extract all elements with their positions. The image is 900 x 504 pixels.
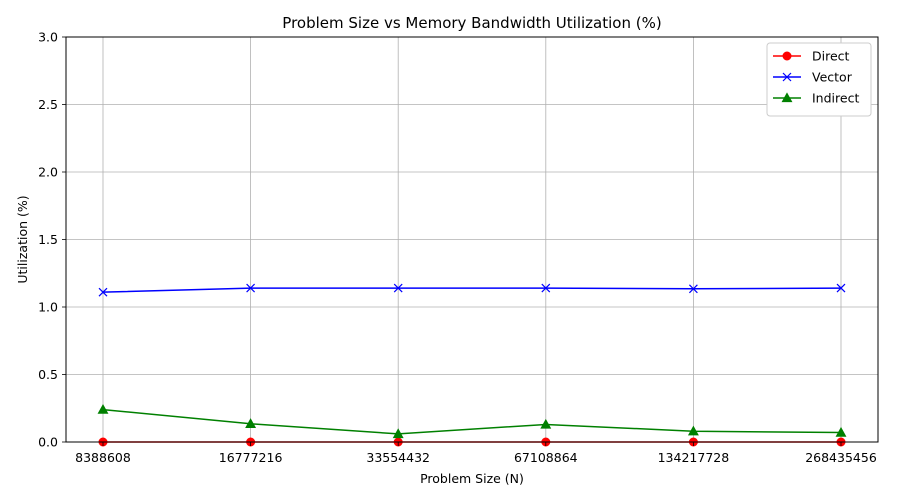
- chart-title: Problem Size vs Memory Bandwidth Utiliza…: [282, 14, 661, 32]
- data-point-indirect: [540, 418, 552, 429]
- data-point-vector: [98, 287, 108, 297]
- series-indirect: [97, 403, 847, 439]
- y-tick-label: 0.0: [38, 435, 58, 450]
- legend-label: Direct: [812, 49, 850, 64]
- data-point-indirect: [687, 425, 699, 436]
- y-tick-label: 0.5: [38, 367, 58, 382]
- legend-item-indirect: Indirect: [773, 91, 859, 106]
- y-tick-label: 1.5: [38, 232, 58, 247]
- data-point-indirect: [835, 426, 847, 437]
- y-axis-label: Utilization (%): [15, 195, 30, 283]
- y-tick-label: 1.0: [38, 300, 58, 315]
- x-axis-label: Problem Size (N): [420, 471, 524, 486]
- data-point-indirect: [245, 418, 257, 428]
- x-tick-label: 8388608: [75, 450, 131, 465]
- data-point-vector: [688, 284, 698, 294]
- legend-marker-direct: [782, 51, 792, 61]
- series-line-vector: [102, 287, 842, 293]
- legend-marker-indirect: [781, 92, 793, 103]
- x-tick-label: 268435456: [805, 450, 877, 465]
- legend-item-direct: Direct: [773, 49, 850, 64]
- data-point-indirect: [392, 428, 404, 439]
- data-point-vector: [541, 283, 551, 293]
- x-tick-label: 16777216: [219, 450, 283, 465]
- axis-ticks: 8388608 16777216 33554432 67108864 134217728…: [38, 30, 877, 466]
- x-tick-label: 67108864: [514, 450, 578, 465]
- data-point-vector: [836, 283, 846, 293]
- legend: Direct Vector Indirect: [766, 42, 872, 117]
- legend-marker-vector: [782, 72, 792, 82]
- legend-item-vector: Vector: [773, 70, 853, 85]
- y-tick-label: 2.0: [38, 165, 58, 180]
- data-point-vector: [246, 283, 256, 293]
- data-point-vector: [393, 283, 403, 293]
- legend-label: Indirect: [812, 91, 859, 106]
- y-tick-label: 2.5: [38, 97, 58, 112]
- y-tick-label: 3.0: [38, 30, 58, 45]
- series-line-indirect: [102, 408, 842, 435]
- data-point-indirect: [97, 403, 109, 414]
- legend-label: Vector: [812, 70, 853, 85]
- x-tick-label: 33554432: [366, 450, 430, 465]
- x-tick-label: 134217728: [658, 450, 730, 465]
- series-vector: [98, 283, 846, 297]
